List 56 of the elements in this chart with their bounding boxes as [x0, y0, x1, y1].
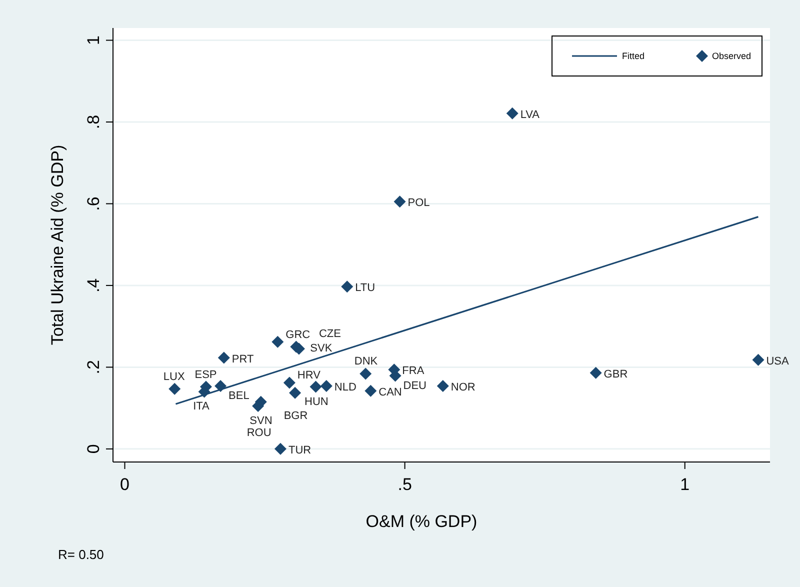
annotation: DNK — [354, 356, 378, 368]
annotation: LVA — [520, 108, 540, 121]
point — [590, 366, 602, 379]
y-tick-label: .4 — [84, 278, 103, 293]
point — [364, 384, 377, 397]
legend-label: Observed — [712, 51, 752, 61]
annotation: SVK — [310, 342, 333, 354]
annotation: USA — [766, 355, 790, 368]
annotation: SVN — [250, 414, 272, 427]
point — [289, 386, 302, 399]
point — [274, 442, 286, 455]
annotation: POL — [408, 197, 430, 210]
point — [394, 196, 406, 208]
point — [214, 380, 227, 392]
annotation: HUN — [304, 396, 328, 408]
point — [283, 376, 296, 389]
y-axis-title: Total Ukraine Aid (% GDP) — [48, 144, 67, 346]
point — [436, 380, 449, 392]
x-tick-label: .5 — [398, 475, 412, 494]
point — [752, 354, 764, 366]
annotation: GBR — [604, 368, 628, 380]
annotation: LTU — [355, 282, 376, 294]
annotation: BGR — [284, 410, 308, 422]
point — [218, 352, 230, 364]
legend-label: Fitted — [622, 51, 645, 61]
y-tick-label: .2 — [84, 360, 103, 374]
y-tick-label: .6 — [84, 196, 103, 211]
annotation: TUR — [288, 444, 312, 456]
point — [360, 368, 372, 380]
annotation: ROU — [246, 427, 272, 440]
x-tick-label: 0 — [120, 475, 130, 494]
point — [341, 280, 354, 293]
annotation: DEU — [403, 380, 427, 392]
annotation: ESP — [194, 368, 217, 381]
text: R= 0.50 — [58, 547, 104, 562]
annotation: BEL — [228, 390, 250, 402]
point — [320, 380, 332, 392]
annotation: CZE — [318, 328, 341, 340]
x-axis-title: O&M (% GDP) — [366, 512, 478, 531]
annotation: LUX — [163, 370, 186, 383]
annotation: NLD — [334, 381, 356, 394]
annotation: GRC — [286, 328, 310, 341]
point — [506, 107, 518, 120]
y-tick-label: 0 — [84, 444, 103, 454]
y-tick-label: 1 — [84, 36, 103, 45]
annotation: HRV — [297, 370, 322, 382]
x-tick-label: 1 — [680, 475, 690, 494]
point — [168, 382, 181, 395]
point — [310, 380, 322, 393]
point — [272, 336, 284, 348]
y-tick-label: .8 — [84, 114, 103, 130]
annotation: PRT — [232, 353, 254, 366]
annotation: FRA — [402, 365, 425, 378]
annotation: NOR — [450, 381, 476, 394]
annotation: CAN — [378, 386, 402, 398]
annotation: ITA — [193, 400, 210, 413]
